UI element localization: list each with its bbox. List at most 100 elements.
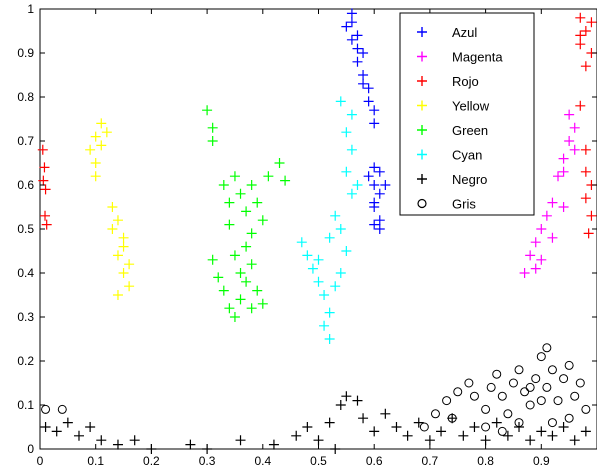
- data-point: [569, 435, 580, 446]
- y-tick-label: 0.9: [17, 46, 34, 60]
- data-point: [341, 21, 352, 32]
- data-point: [564, 360, 574, 370]
- data-point: [335, 224, 346, 234]
- data-point: [553, 171, 564, 182]
- data-point: [352, 395, 363, 406]
- data-point: [586, 210, 597, 221]
- data-point: [558, 166, 569, 177]
- data-point: [41, 404, 51, 414]
- data-point: [107, 202, 118, 212]
- x-tick-label: 0.5: [310, 454, 327, 468]
- data-point: [369, 197, 380, 208]
- data-point: [558, 422, 569, 432]
- data-point: [341, 127, 352, 138]
- x-tick-label: 0.3: [199, 454, 216, 468]
- data-point: [40, 210, 51, 221]
- data-point: [324, 307, 335, 318]
- legend-marker: [417, 100, 427, 111]
- data-point: [324, 417, 335, 428]
- series-magenta: [519, 109, 580, 278]
- data-point: [319, 290, 330, 300]
- x-tick-label: 0.6: [366, 454, 383, 468]
- data-point: [502, 430, 513, 441]
- data-point: [341, 391, 352, 402]
- data-point: [547, 365, 557, 375]
- data-point: [536, 396, 546, 406]
- series-azul: [341, 8, 391, 234]
- legend-label: Magenta: [452, 50, 503, 65]
- data-point: [352, 56, 363, 67]
- data-point: [241, 276, 252, 287]
- data-point: [419, 422, 429, 432]
- data-point: [252, 285, 263, 296]
- data-point: [324, 334, 335, 344]
- data-point: [246, 259, 257, 270]
- data-point: [62, 417, 73, 428]
- y-tick-label: 0.6: [17, 178, 34, 192]
- data-point: [424, 435, 435, 446]
- data-point: [296, 237, 307, 248]
- data-point: [547, 418, 557, 428]
- data-point: [352, 180, 363, 190]
- data-point: [112, 439, 123, 450]
- data-point: [313, 435, 324, 446]
- data-point: [558, 153, 569, 164]
- data-point: [369, 118, 380, 129]
- data-point: [313, 254, 324, 265]
- data-point: [580, 144, 591, 155]
- data-point: [246, 228, 257, 239]
- data-point: [207, 122, 218, 133]
- data-point: [207, 136, 218, 146]
- data-point: [583, 228, 594, 239]
- data-point: [358, 70, 369, 80]
- data-point: [96, 118, 107, 129]
- data-point: [229, 250, 240, 261]
- y-tick-label: 0: [27, 442, 34, 456]
- x-tick-label: 0.9: [533, 454, 550, 468]
- x-tick-label: 0: [37, 454, 44, 468]
- data-point: [85, 422, 96, 432]
- data-point: [307, 263, 318, 274]
- data-point: [541, 210, 552, 221]
- data-point: [586, 17, 597, 28]
- data-point: [575, 100, 586, 111]
- x-tick-label: 0.7: [422, 454, 439, 468]
- legend-label: Rojo: [452, 74, 479, 89]
- data-point: [369, 105, 380, 116]
- data-point: [330, 281, 341, 292]
- data-point: [547, 232, 558, 243]
- data-point: [302, 250, 313, 261]
- data-point: [436, 426, 447, 437]
- data-point: [124, 281, 135, 292]
- legend-marker: [417, 51, 427, 62]
- data-point: [480, 435, 491, 446]
- data-point: [374, 166, 385, 177]
- data-point: [330, 210, 341, 221]
- series-green: [202, 105, 291, 322]
- data-point: [525, 400, 535, 410]
- series-gris: [41, 343, 591, 436]
- data-point: [374, 224, 385, 234]
- data-point: [73, 430, 84, 441]
- data-point: [218, 285, 229, 296]
- series-yellow: [85, 118, 135, 300]
- legend-marker: [417, 125, 427, 135]
- data-point: [257, 215, 268, 226]
- data-point: [352, 43, 363, 54]
- data-point: [346, 109, 357, 120]
- data-point: [235, 435, 246, 446]
- data-point: [37, 144, 48, 155]
- data-point: [580, 26, 591, 36]
- data-point: [531, 374, 541, 384]
- data-point: [413, 417, 424, 428]
- data-point: [464, 378, 474, 388]
- data-point: [313, 276, 324, 287]
- data-point: [363, 83, 374, 94]
- data-point: [442, 396, 452, 406]
- data-point: [525, 250, 536, 261]
- data-point: [453, 387, 463, 397]
- data-point: [107, 224, 118, 234]
- data-point: [542, 343, 552, 353]
- legend-marker: [417, 198, 427, 209]
- data-point: [536, 224, 547, 234]
